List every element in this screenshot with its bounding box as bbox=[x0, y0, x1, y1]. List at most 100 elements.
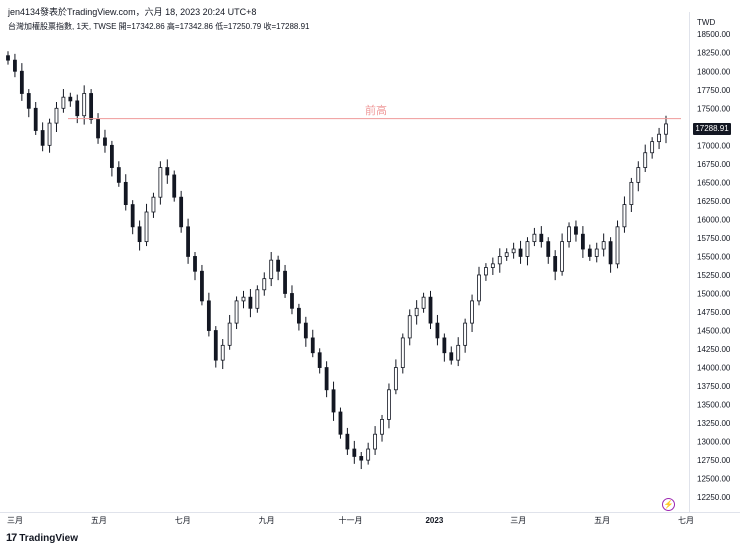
candle-body[interactable] bbox=[477, 274, 481, 302]
candle-body[interactable] bbox=[186, 226, 190, 257]
candle-body[interactable] bbox=[664, 123, 668, 135]
candle-body[interactable] bbox=[518, 248, 523, 257]
candle-body[interactable] bbox=[54, 107, 59, 124]
candle-body[interactable] bbox=[497, 256, 502, 265]
candle-body[interactable] bbox=[241, 296, 246, 302]
candle-body[interactable] bbox=[657, 133, 661, 143]
candle-body[interactable] bbox=[82, 93, 87, 117]
candle-body[interactable] bbox=[622, 204, 627, 228]
candle-body[interactable] bbox=[303, 322, 308, 339]
candle-body[interactable] bbox=[317, 352, 322, 368]
candle-body[interactable] bbox=[456, 344, 461, 361]
candle-body[interactable] bbox=[297, 307, 301, 324]
candle-body[interactable] bbox=[255, 289, 260, 309]
candle-body[interactable] bbox=[470, 300, 474, 324]
candle-body[interactable] bbox=[428, 296, 433, 324]
candle-body[interactable] bbox=[262, 278, 267, 291]
tradingview-logo[interactable]: 17 TradingView bbox=[6, 532, 78, 544]
candle-body[interactable] bbox=[193, 256, 197, 272]
candle-body[interactable] bbox=[539, 233, 544, 243]
candle-body[interactable] bbox=[400, 337, 405, 368]
candle-body[interactable] bbox=[269, 259, 274, 280]
candle-body[interactable] bbox=[511, 248, 516, 254]
candle-body[interactable] bbox=[220, 344, 225, 361]
candle-body[interactable] bbox=[359, 456, 364, 461]
candle-body[interactable] bbox=[68, 96, 73, 102]
candle-body[interactable] bbox=[234, 300, 239, 324]
lightning-icon[interactable]: ⚡ bbox=[662, 498, 675, 511]
candle-body[interactable] bbox=[26, 93, 31, 109]
candle-body[interactable] bbox=[172, 174, 177, 198]
candle-body[interactable] bbox=[490, 263, 495, 268]
candle-body[interactable] bbox=[546, 241, 551, 257]
candle-body[interactable] bbox=[615, 226, 620, 265]
candle-body[interactable] bbox=[290, 293, 294, 309]
candle-body[interactable] bbox=[345, 433, 350, 450]
candle-body[interactable] bbox=[463, 322, 468, 346]
candle-body[interactable] bbox=[324, 367, 329, 391]
candle-body[interactable] bbox=[373, 433, 377, 450]
candle-body[interactable] bbox=[165, 167, 170, 176]
candle-body[interactable] bbox=[387, 389, 391, 420]
candle-body[interactable] bbox=[532, 233, 537, 243]
candle-body[interactable] bbox=[594, 248, 599, 257]
candle-body[interactable] bbox=[276, 259, 281, 272]
candle-body[interactable] bbox=[393, 367, 398, 391]
candle-body[interactable] bbox=[414, 307, 419, 317]
candle-body[interactable] bbox=[151, 196, 156, 213]
candle-body[interactable] bbox=[227, 322, 232, 346]
candle-body[interactable] bbox=[75, 100, 80, 117]
candle-body[interactable] bbox=[567, 226, 571, 243]
candle-body[interactable] bbox=[40, 130, 45, 146]
candle-body[interactable] bbox=[504, 252, 509, 257]
candle-body[interactable] bbox=[47, 122, 52, 146]
candle-body[interactable] bbox=[560, 241, 565, 272]
candle-body[interactable] bbox=[553, 256, 558, 272]
candle-body[interactable] bbox=[200, 270, 204, 302]
candle-body[interactable] bbox=[283, 270, 287, 294]
candle-body[interactable] bbox=[144, 211, 149, 243]
candle-body[interactable] bbox=[96, 119, 100, 139]
candle-body[interactable] bbox=[352, 448, 357, 457]
candle-body[interactable] bbox=[608, 241, 613, 265]
candle-body[interactable] bbox=[310, 337, 315, 354]
candle-body[interactable] bbox=[158, 167, 163, 198]
candle-body[interactable] bbox=[6, 55, 10, 61]
candle-body[interactable] bbox=[338, 411, 343, 435]
candle-body[interactable] bbox=[580, 233, 585, 250]
candle-body[interactable] bbox=[650, 141, 655, 154]
candle-body[interactable] bbox=[248, 296, 253, 309]
candle-body[interactable] bbox=[137, 226, 142, 243]
candle-body[interactable] bbox=[206, 300, 211, 331]
candle-body[interactable] bbox=[442, 337, 447, 354]
candle-body[interactable] bbox=[331, 389, 336, 413]
candle-body[interactable] bbox=[179, 196, 184, 228]
candle-body[interactable] bbox=[636, 167, 641, 183]
candle-body[interactable] bbox=[525, 241, 530, 257]
candle-body[interactable] bbox=[629, 181, 634, 205]
candle-body[interactable] bbox=[89, 93, 94, 120]
candle-body[interactable] bbox=[435, 322, 440, 339]
candle-body[interactable] bbox=[601, 241, 606, 250]
candle-body[interactable] bbox=[13, 59, 17, 72]
candle-body[interactable] bbox=[643, 152, 648, 168]
candle-body[interactable] bbox=[33, 107, 38, 131]
candle-body[interactable] bbox=[103, 137, 107, 146]
candle-body[interactable] bbox=[380, 419, 384, 435]
candle-body[interactable] bbox=[19, 70, 24, 94]
symbol-ohlc-legend[interactable]: 台灣加權股票指數, 1天, TWSE 開=17342.86 高=17342.86… bbox=[8, 22, 310, 31]
candle-body[interactable] bbox=[574, 226, 578, 235]
candle-body[interactable] bbox=[213, 330, 218, 361]
candle-body[interactable] bbox=[421, 296, 426, 309]
candle-body[interactable] bbox=[366, 448, 371, 461]
candle-body[interactable] bbox=[123, 181, 128, 205]
candle-body[interactable] bbox=[484, 267, 488, 276]
candle-body[interactable] bbox=[449, 352, 454, 361]
candle-body[interactable] bbox=[587, 248, 592, 257]
candle-body[interactable] bbox=[116, 167, 121, 183]
candle-body[interactable] bbox=[61, 96, 66, 109]
candle-body[interactable] bbox=[130, 204, 135, 228]
price-axis-ticks: 12250.00 12500.00 12750.00 13000.00 13250.00… bbox=[697, 30, 731, 502]
candle-body[interactable] bbox=[407, 315, 412, 339]
candle-body[interactable] bbox=[109, 144, 114, 168]
